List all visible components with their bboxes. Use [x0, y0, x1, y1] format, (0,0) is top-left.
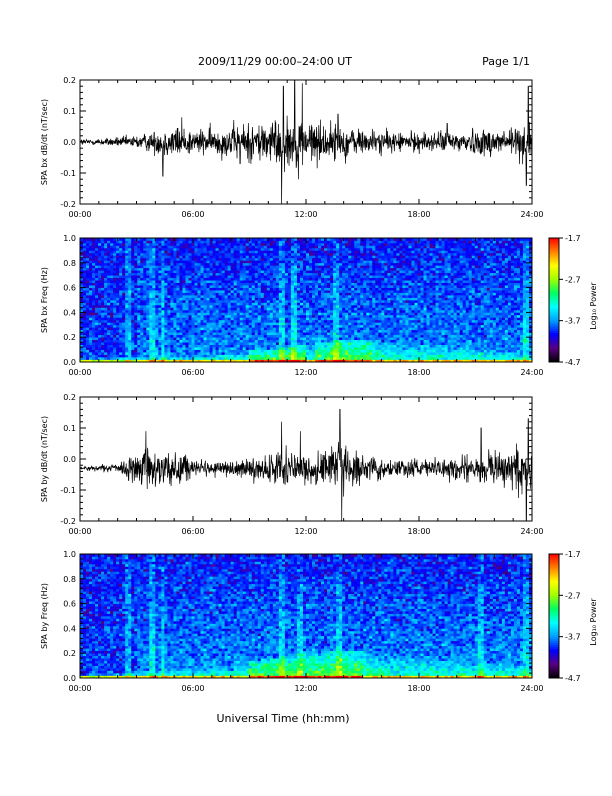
colorbar-label: Log₁₀ Power: [589, 598, 598, 646]
spectrogram-cells: [80, 238, 532, 362]
y-tick-label: 0.8: [63, 259, 76, 268]
y-tick-label: -0.1: [60, 486, 76, 495]
y-tick-label: 0.2: [63, 333, 76, 342]
x-tick-label: 18:00: [407, 527, 430, 536]
y-tick-label: 0.2: [63, 76, 76, 85]
y-tick-label: 1.0: [63, 234, 76, 243]
y-tick-label: 0.2: [63, 649, 76, 658]
x-tick-label: 24:00: [520, 368, 543, 377]
by-waveform-panel: 00:00 06:00 12:00 18:00 24:00 0.2 0.1 0.0 -0.1 -0…: [40, 393, 544, 536]
y-tick-label: 0.4: [63, 624, 76, 633]
x-tick-label: 18:00: [407, 368, 430, 377]
page-number: Page 1/1: [482, 55, 530, 68]
bx-spectrogram-panel: 00:00 06:00 12:00 18:00 24:00 1.0 0.8 0.6 0.4 0.2…: [40, 234, 598, 377]
x-tick-label: 00:00: [68, 368, 91, 377]
x-tick-label: 06:00: [181, 210, 204, 219]
x-tick-label: 06:00: [181, 368, 204, 377]
x-axis-title: Universal Time (hh:mm): [217, 712, 350, 725]
x-tick-label: 06:00: [181, 684, 204, 693]
waveform-trace: [80, 80, 532, 204]
y-tick-label: 0.0: [63, 138, 76, 147]
colorbar-tick-label: -4.7: [565, 358, 581, 367]
bx-waveform-panel: 00:00 06:00 12:00 18:00 24:00 0.2 0.1 0.0 -0.1 -0…: [40, 76, 544, 219]
colorbar-tick-label: -2.7: [565, 275, 581, 284]
x-tick-label: 00:00: [68, 684, 91, 693]
y-tick-label: 0.4: [63, 308, 76, 317]
waveform-trace: [80, 409, 532, 521]
by-spectrogram-panel: 00:00 06:00 12:00 18:00 24:00 1.0 0.8 0.6 0.4 0.2…: [40, 550, 598, 693]
x-tick-label: 00:00: [68, 210, 91, 219]
y-tick-label: 0.0: [63, 455, 76, 464]
y-tick-label: 0.1: [63, 424, 76, 433]
spectrogram-cells: [80, 554, 532, 678]
x-tick-label: 18:00: [407, 684, 430, 693]
x-tick-label: 12:00: [294, 210, 317, 219]
colorbar: -1.7 -2.7 -3.7 -4.7 Log₁₀ Power: [549, 550, 598, 683]
x-tick-label: 24:00: [520, 210, 543, 219]
y-axis-label: SPA bx dB/dt (nT/sec): [40, 99, 49, 185]
colorbar-tick-label: -1.7: [565, 550, 581, 559]
y-tick-label: -0.2: [60, 200, 76, 209]
y-tick-label: -0.2: [60, 517, 76, 526]
y-axis-label: SPA bx Freq (Hz): [40, 267, 49, 333]
x-tick-label: 06:00: [181, 527, 204, 536]
colorbar-tick-label: -2.7: [565, 591, 581, 600]
y-tick-label: 0.2: [63, 393, 76, 402]
x-tick-label: 12:00: [294, 368, 317, 377]
y-axis-label: SPA by Freq (Hz): [40, 583, 49, 649]
x-tick-label: 24:00: [520, 527, 543, 536]
y-tick-label: -0.1: [60, 169, 76, 178]
colorbar-tick-label: -3.7: [565, 317, 581, 326]
colorbar-label: Log₁₀ Power: [589, 282, 598, 330]
y-tick-label: 0.1: [63, 107, 76, 116]
colorbar-tick-label: -4.7: [565, 674, 581, 683]
x-tick-label: 12:00: [294, 527, 317, 536]
x-tick-label: 00:00: [68, 527, 91, 536]
y-tick-label: 0.0: [63, 358, 76, 367]
y-tick-label: 0.6: [63, 284, 76, 293]
x-tick-label: 12:00: [294, 684, 317, 693]
y-tick-label: 1.0: [63, 550, 76, 559]
colorbar-tick-label: -1.7: [565, 234, 581, 243]
plot-title: 2009/11/29 00:00–24:00 UT: [198, 55, 352, 68]
colorbar-tick-label: -3.7: [565, 633, 581, 642]
x-tick-label: 18:00: [407, 210, 430, 219]
y-axis-label: SPA by dB/dt (nT/sec): [40, 416, 49, 502]
y-tick-label: 0.8: [63, 575, 76, 584]
colorbar: -1.7 -2.7 -3.7 -4.7 Log₁₀ Power: [549, 234, 598, 367]
x-tick-label: 24:00: [520, 684, 543, 693]
y-tick-label: 0.0: [63, 674, 76, 683]
y-tick-label: 0.6: [63, 600, 76, 609]
